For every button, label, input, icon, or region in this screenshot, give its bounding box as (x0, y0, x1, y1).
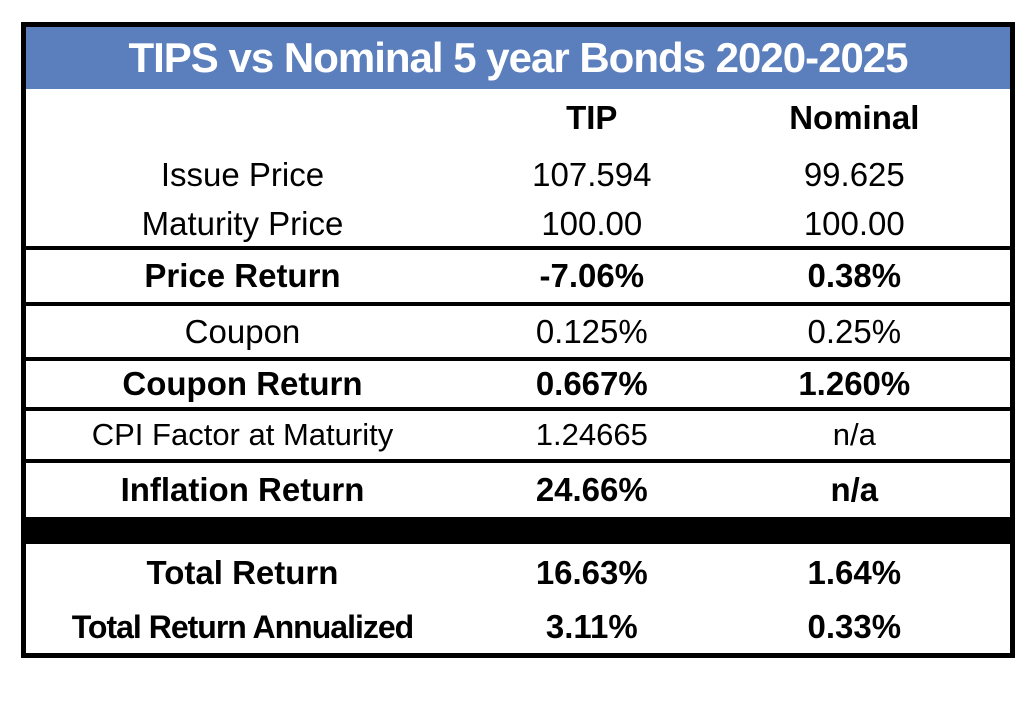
bond-comparison-table: TIPS vs Nominal 5 year Bonds 2020-2025 T… (21, 22, 1015, 658)
table-row-coupon-return: Coupon Return 0.667% 1.260% (26, 361, 1010, 411)
table-row-maturity-price: Maturity Price 100.00 100.00 (26, 202, 1010, 250)
table-row-price-return: Price Return -7.06% 0.38% (26, 250, 1010, 306)
nominal-value: 0.33% (807, 608, 902, 645)
nominal-value: 100.00 (803, 205, 905, 242)
table-row-issue-price: Issue Price 107.594 99.625 (26, 147, 1010, 202)
row-label: Coupon Return (122, 365, 363, 402)
table-row-cpi-factor: CPI Factor at Maturity 1.24665 n/a (26, 411, 1010, 463)
tip-value: 100.00 (541, 205, 643, 242)
tip-value: 24.66% (535, 471, 648, 508)
nominal-value: 1.64% (807, 553, 902, 591)
table-row-inflation-return: Inflation Return 24.66% n/a (26, 463, 1010, 517)
nominal-value: 99.625 (803, 155, 905, 193)
nominal-value: 1.260% (798, 365, 911, 402)
row-label: Maturity Price (141, 205, 344, 242)
table-row-total-return: Total Return 16.63% 1.64% (26, 544, 1010, 601)
row-label: Coupon (184, 312, 301, 350)
nominal-value: n/a (832, 417, 876, 452)
table-row-total-return-annualized: Total Return Annualized 3.11% 0.33% (26, 601, 1010, 653)
row-label: Price Return (144, 257, 341, 294)
table-title: TIPS vs Nominal 5 year Bonds 2020-2025 (26, 27, 1010, 89)
tip-value: 0.667% (535, 365, 648, 402)
tip-value: 3.11% (545, 608, 638, 645)
nominal-value: 0.38% (807, 257, 902, 294)
row-label: Total Return (146, 553, 339, 591)
row-label: Total Return Annualized (71, 608, 414, 645)
section-divider-bar (26, 517, 1010, 544)
column-header-row: TIP Nominal (26, 89, 1010, 147)
tip-value: 0.125% (535, 312, 648, 350)
table-row-coupon: Coupon 0.125% 0.25% (26, 306, 1010, 361)
row-label: Issue Price (160, 155, 325, 193)
tip-value: -7.06% (539, 257, 645, 294)
tip-value: 107.594 (532, 155, 652, 193)
nominal-value: n/a (830, 471, 879, 508)
tip-value: 16.63% (535, 553, 648, 591)
tip-value: 1.24665 (535, 417, 648, 452)
row-label: Inflation Return (120, 471, 365, 508)
nominal-value: 0.25% (807, 312, 902, 350)
column-header-tip: TIP (566, 99, 618, 136)
row-label: CPI Factor at Maturity (91, 417, 394, 452)
column-header-nominal: Nominal (789, 99, 920, 136)
